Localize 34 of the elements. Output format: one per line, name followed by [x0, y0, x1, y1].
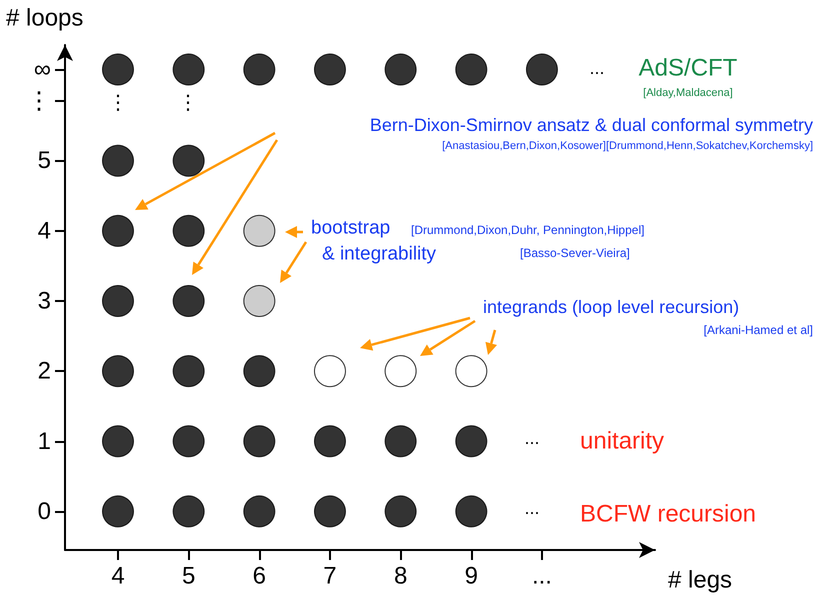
x-tick-label: 7	[323, 562, 337, 590]
annotation: [Basso-Sever-Vieira]	[520, 246, 630, 260]
annotation: ⋮	[108, 92, 128, 114]
y-tick-label: ⋮	[27, 88, 51, 115]
annotation: [Alday,Maldacena]	[643, 87, 733, 99]
y-tick-label: ∞	[34, 56, 51, 84]
text: [Arkani-Hamed et al]	[704, 323, 813, 337]
x-tick-label: 8	[394, 562, 408, 590]
y-tick-label: 2	[38, 358, 51, 385]
y-tick-label: 3	[38, 288, 51, 315]
y-axis-title: # loops	[6, 4, 84, 32]
annotation: [Drummond,Dixon,Duhr, Pennington,Hippel]	[411, 223, 644, 237]
x-tick-label: 6	[252, 562, 266, 590]
y-tick-label: 4	[38, 217, 51, 244]
annotation: ...	[589, 58, 605, 78]
x-axis-title: # legs	[668, 566, 732, 594]
annotation: integrands (loop level recursion)	[483, 297, 740, 317]
annotation: ⋮	[178, 92, 198, 114]
x-tick-label: 9	[464, 562, 478, 590]
annotation: ...	[524, 428, 540, 448]
annotation: & integrability	[322, 244, 437, 264]
annotation: bootstrap	[311, 218, 390, 238]
y-tick-label: 5	[38, 147, 51, 174]
annotation: unitarity	[580, 428, 664, 454]
annotation: [Anastasiou,Bern,Dixon,Kosower][Drummond,Henn,Sokatchev,Korchemsky]	[442, 140, 813, 152]
x-tick-label: 5	[182, 562, 196, 590]
y-tick-label: 0	[38, 498, 51, 525]
annotation: Bern-Dixon-Smirnov ansatz & dual conformal symmetry	[370, 115, 813, 135]
y-tick-label: 1	[38, 428, 51, 455]
x-tick-label: 4	[111, 562, 125, 590]
annotation: ...	[524, 498, 540, 518]
x-tick-label: ...	[532, 562, 552, 590]
annotation: AdS/CFT	[638, 54, 738, 82]
annotation: BCFW recursion	[580, 500, 756, 528]
